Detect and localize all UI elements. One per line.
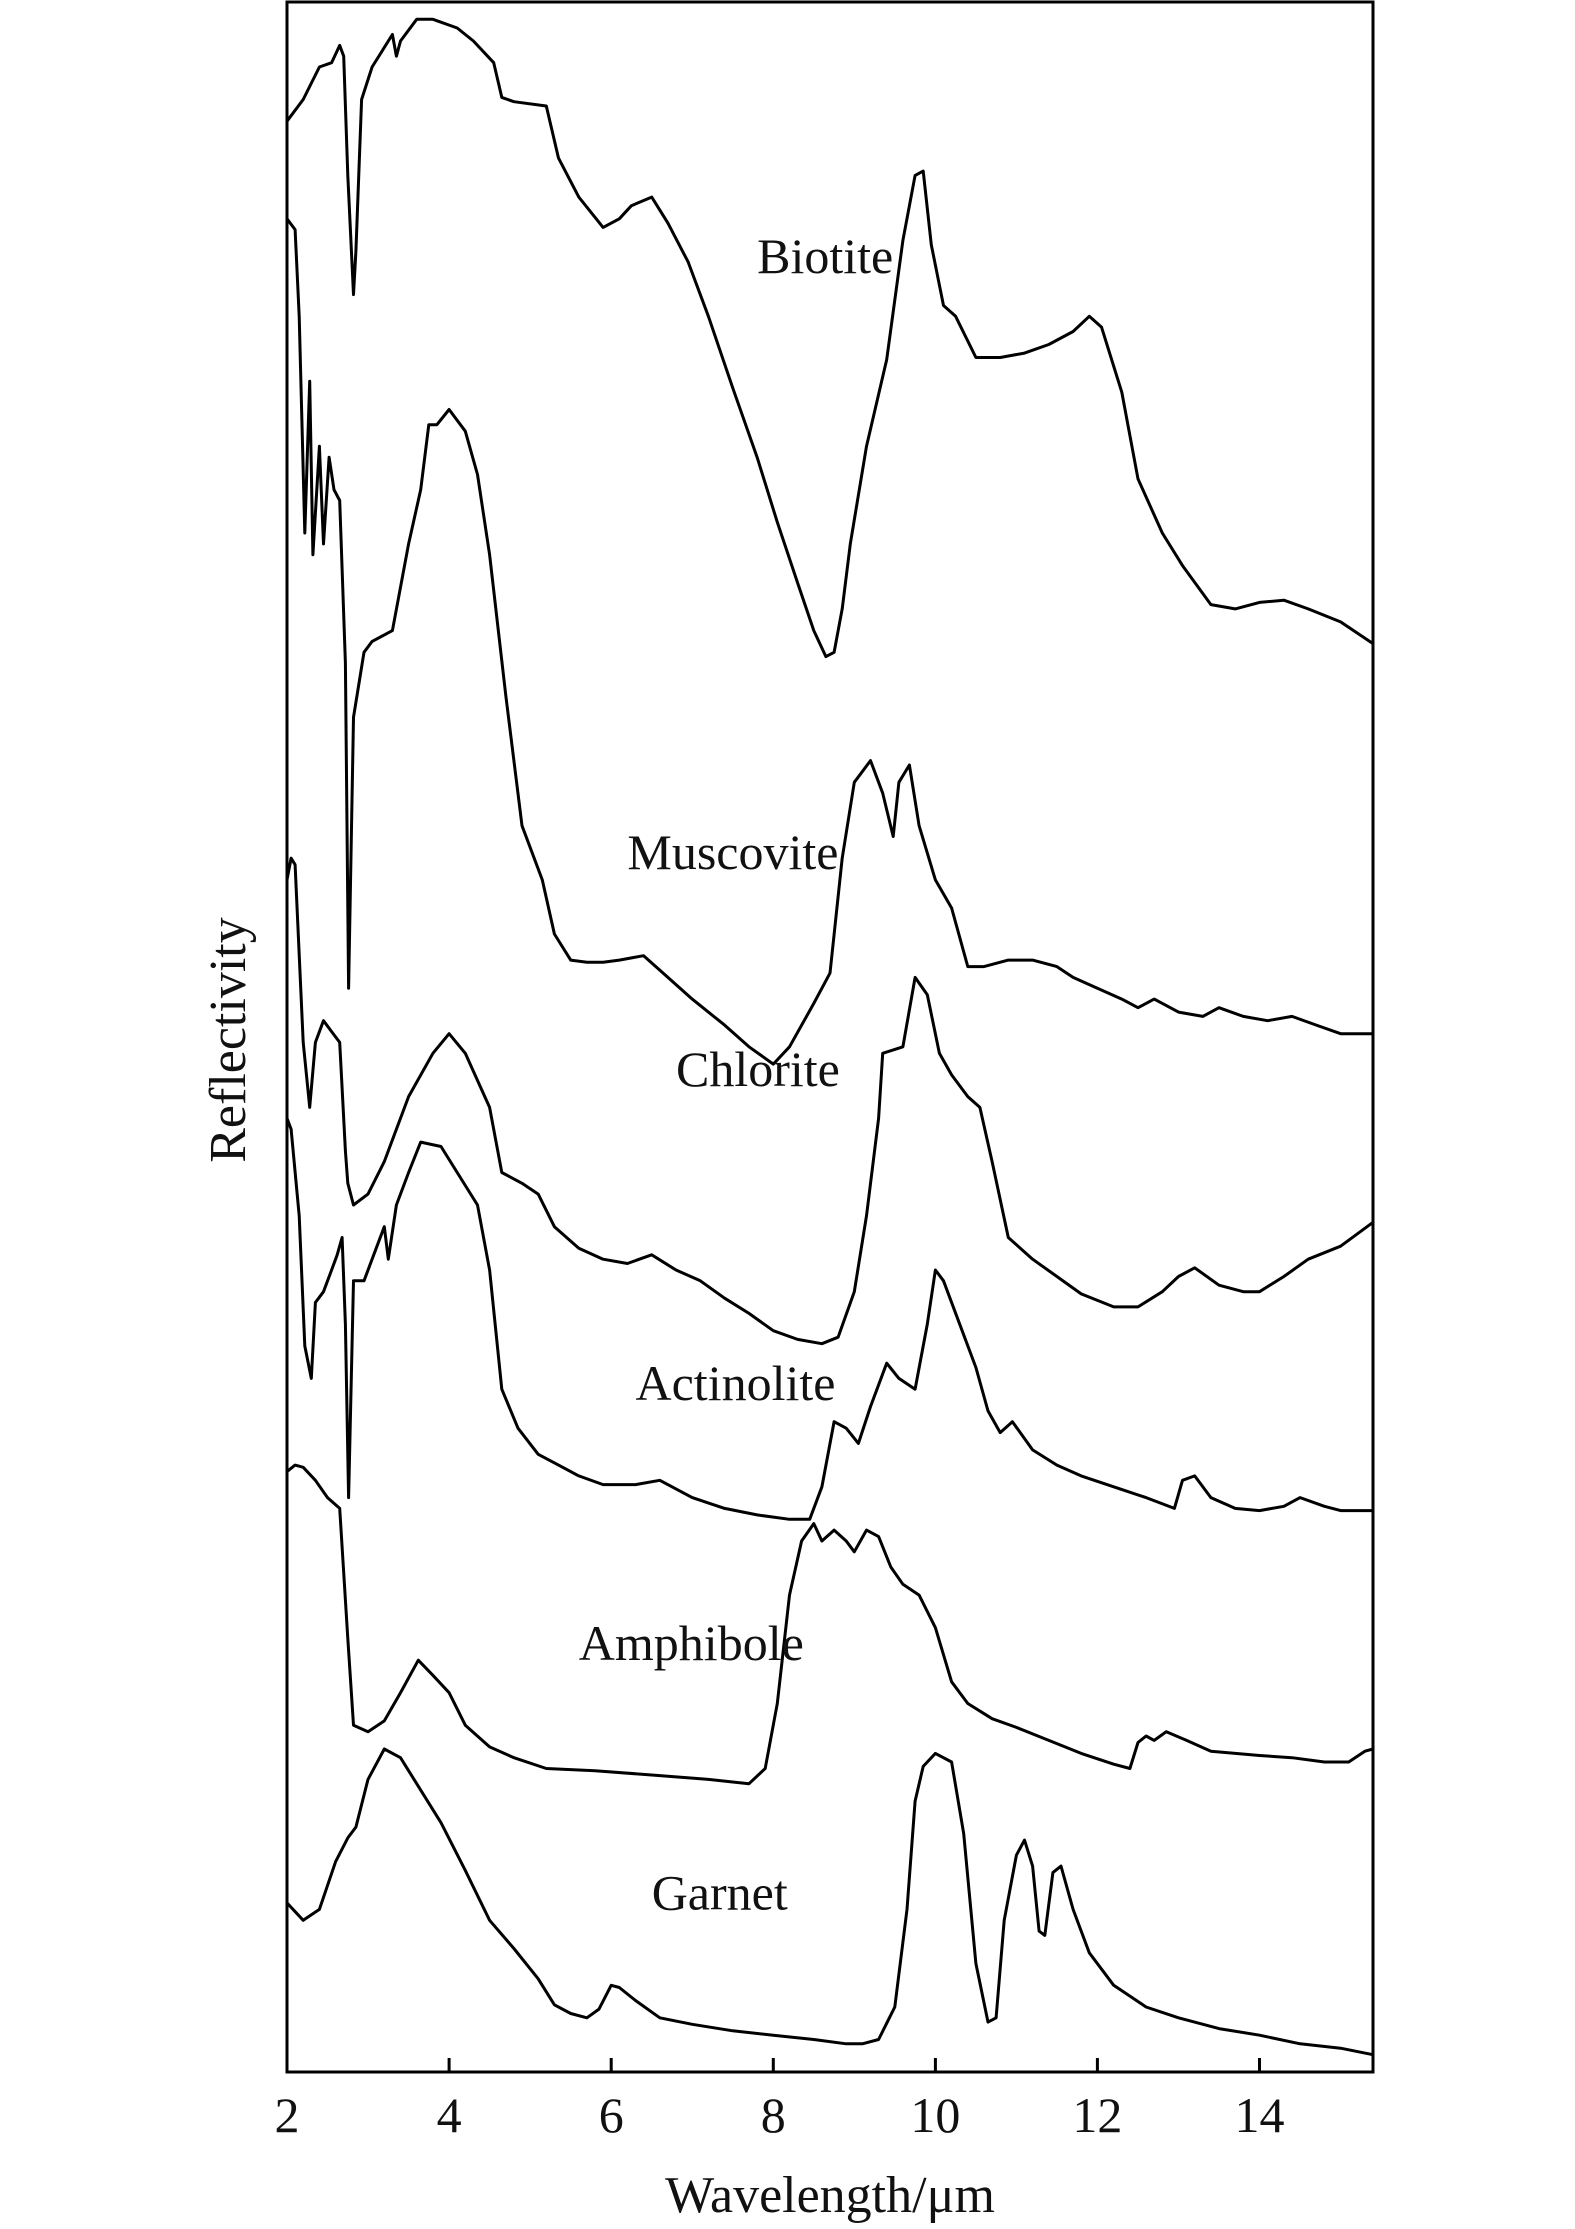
x-tick-label: 4 [437, 2087, 462, 2143]
x-tick-label: 6 [599, 2087, 624, 2143]
x-axis-ticks: 2 4 6 8 10 12 14 [275, 2058, 1285, 2143]
series-line-chlorite [285, 856, 1375, 1346]
series-line-garnet [285, 1747, 1375, 2057]
series-label-amphibole: Amphibole [579, 1615, 804, 1671]
x-tick-label: 10 [910, 2087, 960, 2143]
series-label-garnet: Garnet [652, 1864, 788, 1920]
series-line-actinolite [285, 1116, 1375, 1521]
x-tick-label: 8 [761, 2087, 786, 2143]
plot-frame [285, 0, 1375, 2074]
series-line-muscovite [285, 217, 1375, 1066]
y-axis-label: Reflectivity [200, 917, 257, 1162]
x-tick-label: 12 [1072, 2087, 1122, 2143]
series-label-biotite: Biotite [757, 228, 893, 284]
series-label-actinolite: Actinolite [636, 1355, 836, 1411]
x-tick-label: 2 [275, 2087, 300, 2143]
series-layer [285, 17, 1375, 2057]
series-label-muscovite: Muscovite [627, 824, 838, 880]
x-tick-label: 14 [1235, 2087, 1285, 2143]
series-line-biotite [285, 17, 1375, 659]
series-label-layer: Biotite Muscovite Chlorite Actinolite Amphib… [579, 228, 893, 1921]
x-axis-label: Wavelength/μm [665, 2167, 995, 2224]
series-label-chlorite: Chlorite [676, 1041, 840, 1097]
series-line-amphibole [285, 1463, 1375, 1786]
